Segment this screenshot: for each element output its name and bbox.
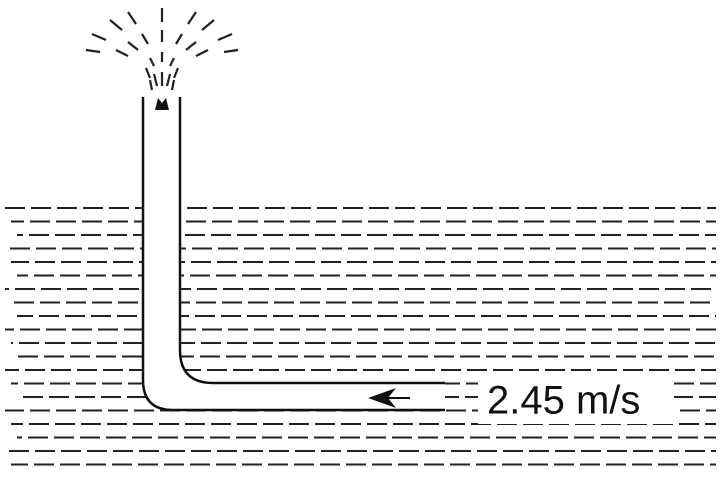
label-background — [478, 378, 674, 424]
tube-outer-wall — [141, 97, 445, 412]
flow-arrow — [368, 388, 410, 408]
water-surface-lines — [5, 207, 716, 466]
tube-interior — [143, 97, 445, 410]
water-jet-spray — [85, 8, 239, 91]
speed-label: 2.45 m/s — [487, 379, 640, 423]
tube-inner-wall — [178, 97, 445, 385]
nozzle — [155, 98, 169, 110]
